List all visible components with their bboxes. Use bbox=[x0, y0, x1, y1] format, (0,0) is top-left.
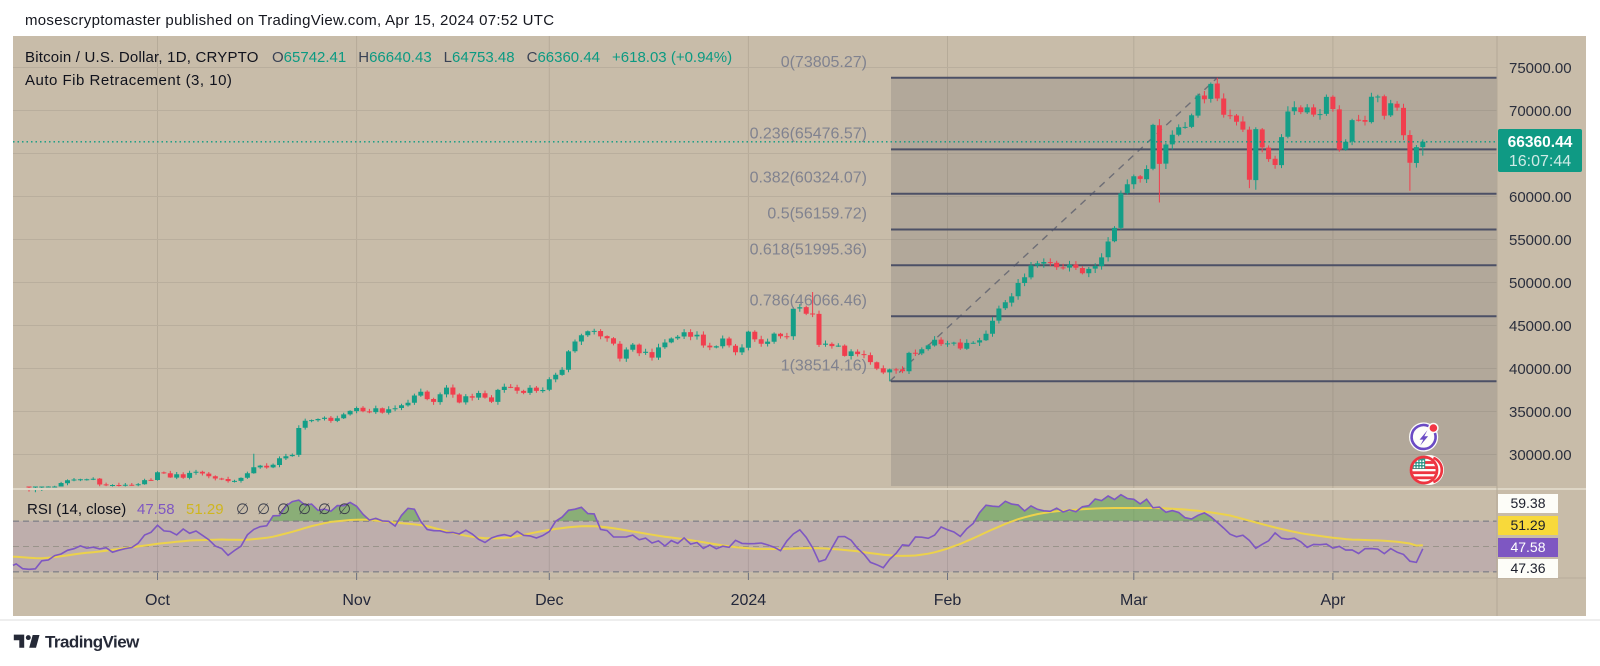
svg-text:47.58: 47.58 bbox=[1510, 539, 1545, 555]
svg-text:50000.00: 50000.00 bbox=[1509, 275, 1572, 292]
svg-text:Nov: Nov bbox=[342, 592, 370, 609]
svg-text:∅: ∅ bbox=[277, 501, 290, 518]
svg-text:∅: ∅ bbox=[236, 501, 249, 518]
svg-text:0.618(51995.36): 0.618(51995.36) bbox=[750, 241, 867, 258]
svg-text:16:07:44: 16:07:44 bbox=[1509, 153, 1571, 170]
svg-text:0.236(65476.57): 0.236(65476.57) bbox=[750, 125, 867, 142]
svg-text:45000.00: 45000.00 bbox=[1509, 318, 1572, 335]
svg-text:47.58: 47.58 bbox=[137, 501, 175, 518]
svg-text:70000.00: 70000.00 bbox=[1509, 103, 1572, 120]
svg-text:Bitcoin / U.S. Dollar, 1D, CRY: Bitcoin / U.S. Dollar, 1D, CRYPTO bbox=[25, 49, 259, 66]
svg-text:0.786(46066.46): 0.786(46066.46) bbox=[750, 292, 867, 309]
svg-text:∅: ∅ bbox=[298, 501, 311, 518]
svg-text:0(73805.27): 0(73805.27) bbox=[781, 54, 867, 71]
svg-text:0.382(60324.07): 0.382(60324.07) bbox=[750, 170, 867, 187]
svg-text:Apr: Apr bbox=[1320, 592, 1346, 609]
svg-text:∅: ∅ bbox=[318, 501, 331, 518]
svg-text:RSI (14, close): RSI (14, close) bbox=[27, 501, 126, 518]
svg-text:TradingView: TradingView bbox=[45, 633, 140, 652]
svg-text:60000.00: 60000.00 bbox=[1509, 189, 1572, 206]
svg-text:0.5(56159.72): 0.5(56159.72) bbox=[767, 206, 867, 223]
svg-text:mosescryptomaster published on: mosescryptomaster published on TradingVi… bbox=[25, 12, 554, 29]
svg-text:47.36: 47.36 bbox=[1510, 560, 1545, 576]
svg-text:∅: ∅ bbox=[257, 501, 270, 518]
svg-text:30000.00: 30000.00 bbox=[1509, 447, 1572, 464]
svg-text:35000.00: 35000.00 bbox=[1509, 404, 1572, 421]
svg-text:66360.44: 66360.44 bbox=[1508, 134, 1573, 151]
svg-text:2024: 2024 bbox=[731, 592, 767, 609]
svg-text:Dec: Dec bbox=[535, 592, 563, 609]
svg-text:Feb: Feb bbox=[934, 592, 962, 609]
svg-text:51.29: 51.29 bbox=[186, 501, 224, 518]
svg-text:Auto Fib Retracement (3, 10): Auto Fib Retracement (3, 10) bbox=[25, 72, 232, 89]
svg-text:75000.00: 75000.00 bbox=[1509, 60, 1572, 77]
svg-text:Oct: Oct bbox=[145, 592, 170, 609]
svg-text:∅: ∅ bbox=[338, 501, 351, 518]
svg-text:59.38: 59.38 bbox=[1510, 495, 1545, 511]
svg-text:1(38514.16): 1(38514.16) bbox=[781, 357, 867, 374]
svg-text:51.29: 51.29 bbox=[1510, 517, 1545, 533]
svg-text:Mar: Mar bbox=[1120, 592, 1148, 609]
svg-text:40000.00: 40000.00 bbox=[1509, 361, 1572, 378]
svg-text:55000.00: 55000.00 bbox=[1509, 232, 1572, 249]
